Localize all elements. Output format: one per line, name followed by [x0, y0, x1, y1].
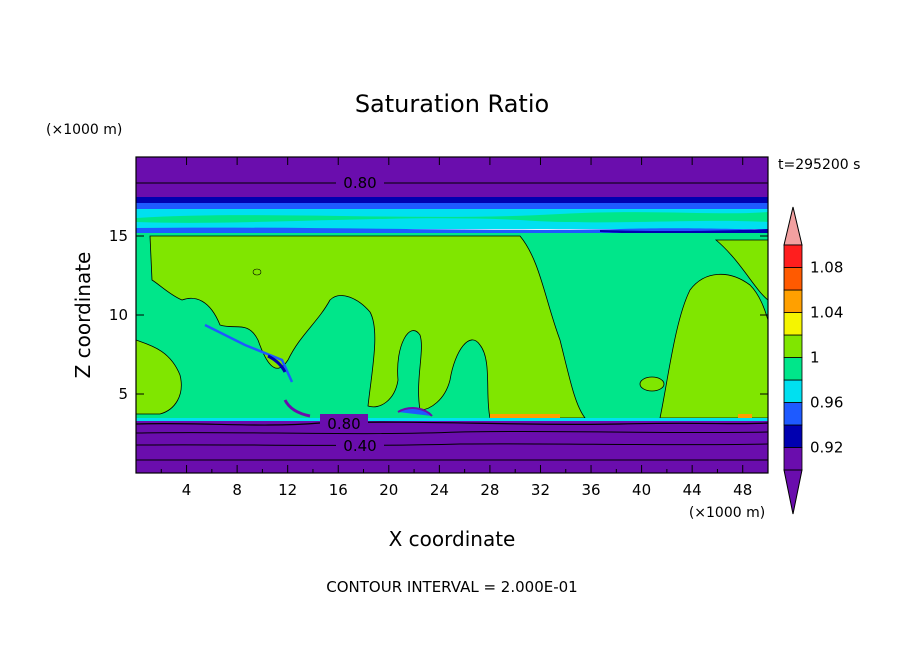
- surface-orange-streak-east: [738, 414, 752, 418]
- convective-streak-dark: [267, 354, 287, 373]
- colorbar-label: 0.92: [810, 439, 843, 457]
- x-tick-label: 24: [430, 481, 449, 499]
- colorbar-label: 0.96: [810, 394, 843, 412]
- x-tick-label: 4: [182, 481, 192, 499]
- supersaturated-region-west: [136, 339, 182, 415]
- contour-field: [136, 157, 768, 473]
- band-top-dry: [136, 157, 768, 183]
- colorbar-swatch: [783, 402, 803, 426]
- colorbar-over-triangle: [783, 206, 803, 246]
- colorbar-label: 1.04: [810, 304, 843, 322]
- colorbar-swatch: [783, 424, 803, 448]
- colorbar-swatch: [783, 379, 803, 403]
- contour-interval-note: CONTOUR INTERVAL = 2.000E-01: [326, 578, 577, 596]
- boundary-layer-dry: [136, 421, 768, 473]
- supersaturated-region-east: [659, 273, 768, 419]
- contour-labels: 0.80 0.80 0.40: [320, 173, 384, 455]
- colorbar-label: 1: [810, 349, 820, 367]
- x-tick-label: 44: [683, 481, 702, 499]
- x-tick-label: 48: [733, 481, 752, 499]
- colorbar-swatch: [783, 267, 803, 291]
- x-axis-ticks: 4 8 12 16 20 24 28 32 36 40 44 48: [160, 157, 752, 499]
- y-tick-label: 10: [109, 306, 128, 324]
- contour-label: 0.40: [343, 437, 376, 455]
- time-label: t=295200 s: [778, 157, 860, 173]
- supersaturated-speck: [252, 268, 262, 276]
- contour-label-bg: [320, 414, 368, 432]
- y-axis-label: Z coordinate: [71, 252, 95, 379]
- contour-label-bg: [336, 173, 384, 191]
- contour-label-bg: [336, 436, 384, 454]
- x-axis-label: X coordinate: [389, 527, 516, 551]
- band-green-streak: [136, 212, 768, 223]
- band-blue: [136, 203, 768, 209]
- colorbar-swatch: [783, 312, 803, 336]
- contour-label: 0.80: [327, 415, 360, 433]
- y-axis-ticks: 5 10 15: [109, 227, 768, 403]
- colorbar-swatch: [783, 244, 803, 268]
- colorbar-swatch: [783, 289, 803, 313]
- x-tick-label: 36: [581, 481, 600, 499]
- y-axis-unit: (×1000 m): [46, 122, 122, 138]
- surface-cyan-line: [136, 418, 768, 422]
- y-tick-label: 15: [109, 227, 128, 245]
- x-axis-unit: (×1000 m): [689, 505, 765, 521]
- x-tick-label: 40: [632, 481, 651, 499]
- x-tick-label: 32: [531, 481, 550, 499]
- convective-base-purple: [283, 399, 311, 418]
- x-tick-label: 20: [379, 481, 398, 499]
- contour-line-080-bottom: [136, 421, 768, 426]
- colorbar-under-triangle: [783, 469, 803, 515]
- colorbar-swatch: [783, 334, 803, 358]
- contour-label: 0.80: [343, 174, 376, 192]
- colorbar-swatch: [783, 447, 803, 471]
- x-tick-label: 12: [278, 481, 297, 499]
- y-tick-label: 5: [118, 385, 128, 403]
- contour-line-040: [136, 443, 768, 446]
- x-tick-label: 8: [232, 481, 242, 499]
- surface-orange-streak: [490, 414, 560, 418]
- supersaturated-patch: [639, 376, 665, 392]
- x-tick-label: 16: [329, 481, 348, 499]
- band-upper-dry: [136, 183, 768, 197]
- colorbar-label: 1.08: [810, 259, 843, 277]
- chart-title: Saturation Ratio: [355, 90, 549, 118]
- colorbar-swatch: [783, 357, 803, 381]
- convective-streak-blue: [204, 323, 294, 383]
- contour-line-060: [136, 430, 768, 435]
- x-tick-label: 28: [480, 481, 499, 499]
- convective-base-blue: [397, 407, 433, 417]
- band-dark-blue: [136, 197, 768, 203]
- contour-line-020: [136, 459, 768, 461]
- colorbar: 1.08 1.04 1 0.96 0.92: [783, 206, 843, 515]
- supersaturated-region-main: [149, 235, 586, 419]
